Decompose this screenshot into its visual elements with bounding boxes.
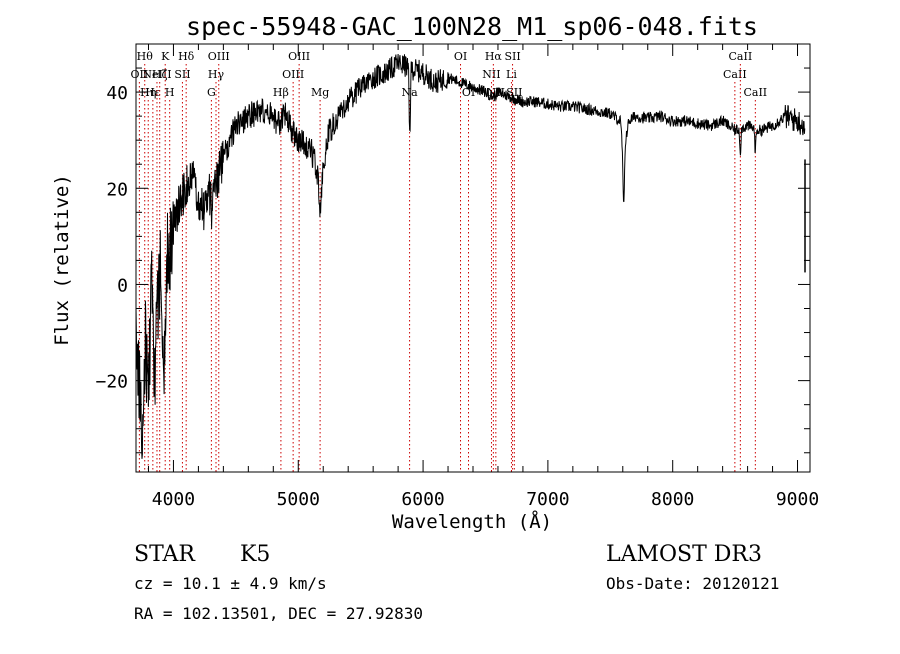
chart-title: spec-55948-GAC_100N28_M1_sp06-048.fits [186, 12, 758, 41]
object-subclass: K5 [240, 542, 270, 567]
x-tick-label: 6000 [401, 489, 444, 510]
object-class: STAR [134, 542, 196, 567]
y-tick-label: 20 [106, 179, 128, 200]
spectral-line-label: CaII [723, 68, 747, 81]
spectral-line-label: OIII [288, 50, 310, 63]
y-tick-label: −20 [95, 372, 128, 393]
y-axis-label: Flux (relative) [51, 174, 73, 346]
spectral-line-label: SII [506, 86, 522, 99]
x-tick-label: 4000 [152, 489, 195, 510]
x-axis: 4000 5000 6000 7000 8000 9000 [147, 44, 819, 510]
spectral-line-label: NII [482, 68, 500, 81]
spectral-line-label: Mg [311, 86, 329, 99]
y-tick-label: 0 [117, 275, 128, 296]
spectrum-trace-group [135, 53, 806, 459]
y-tick-label: 40 [106, 83, 128, 104]
spectral-line-label: CaII [743, 86, 767, 99]
spectral-line-label: OII [131, 68, 149, 81]
ra-dec: RA = 102.13501, DEC = 27.92830 [134, 604, 423, 623]
spectral-line-label: CaII [729, 50, 753, 63]
x-tick-label: 9000 [776, 489, 819, 510]
spectral-line-label: SII [504, 50, 520, 63]
spectral-line-label: H [165, 86, 175, 99]
survey-name: LAMOST DR3 [606, 542, 762, 567]
spectral-line-label: NeIII [142, 68, 171, 81]
y-axis: −20 0 20 40 [95, 67, 810, 454]
spectral-line-label: OIII [282, 68, 304, 81]
spectral-line-label: Hθ [137, 50, 154, 63]
spectral-line-label: Hε [145, 86, 161, 99]
spectral-line-label: SII [174, 68, 190, 81]
spectral-line-label: Hζ [152, 68, 168, 81]
spectral-line-label: Hγ [208, 68, 225, 81]
spectral-line-label: G [207, 86, 216, 99]
spectral-line-label: Hδ [178, 50, 195, 63]
spectrum-line [135, 53, 806, 459]
spectral-line-label: OIII [208, 50, 230, 63]
redshift-cz: cz = 10.1 ± 4.9 km/s [134, 574, 327, 593]
obs-date: Obs-Date: 20120121 [606, 574, 779, 593]
spectral-line-label: K [161, 50, 170, 63]
x-tick-label: 7000 [526, 489, 569, 510]
spectral-line-label: Na [402, 86, 419, 99]
spectral-line-label: OI [454, 50, 467, 63]
spectral-line-label: Li [506, 68, 517, 81]
spectral-line-label: Hβ [273, 86, 289, 99]
x-axis-label: Wavelength (Å) [392, 510, 552, 533]
plot-frame [135, 43, 811, 473]
spectral-line-label: Hα [485, 50, 503, 63]
x-tick-label: 8000 [651, 489, 694, 510]
spectral-line-label: Hη [140, 86, 156, 99]
x-tick-label: 5000 [277, 489, 320, 510]
